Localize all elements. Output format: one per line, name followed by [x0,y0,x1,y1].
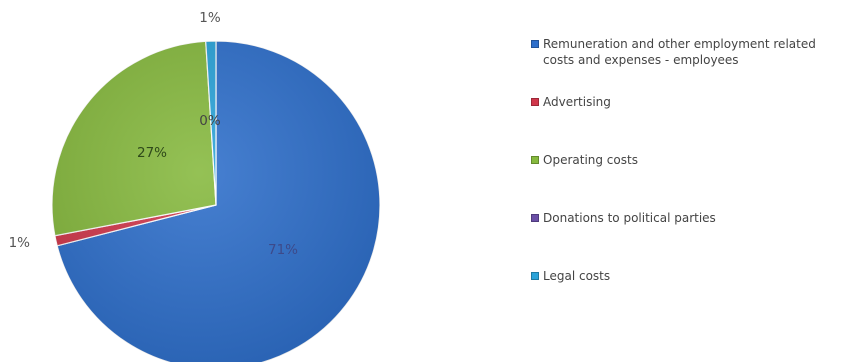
pie-slice-operating-costs [51,40,217,237]
legend-item-operating-costs: Operating costs [531,152,836,168]
data-label-advertising: 1% [9,235,31,251]
legend-label-legal-costs: Legal costs [543,269,611,283]
legend-swatch-remuneration [531,40,539,48]
legend-swatch-operating-costs [531,156,539,164]
legend-swatch-advertising [531,98,539,106]
legend-swatch-legal-costs [531,272,539,280]
data-label-remuneration: 71% [268,242,298,258]
legend-swatch-donations [531,214,539,222]
legend-item-remuneration: Remuneration and other employment relate… [531,36,836,80]
legend-label-advertising: Advertising [543,95,611,109]
data-label-donations: 0% [199,113,221,129]
legend: Remuneration and other employment relate… [531,36,836,284]
legend-label-operating-costs: Operating costs [543,153,638,167]
legend-item-advertising: Advertising [531,94,836,110]
legend-item-donations: Donations to political parties [531,210,836,226]
data-label-legal-costs: 1% [199,10,221,26]
legend-item-legal-costs: Legal costs [531,268,836,284]
legend-label-remuneration: Remuneration and other employment relate… [543,37,816,67]
data-label-operating-costs: 27% [137,145,167,161]
legend-label-donations: Donations to political parties [543,211,716,225]
